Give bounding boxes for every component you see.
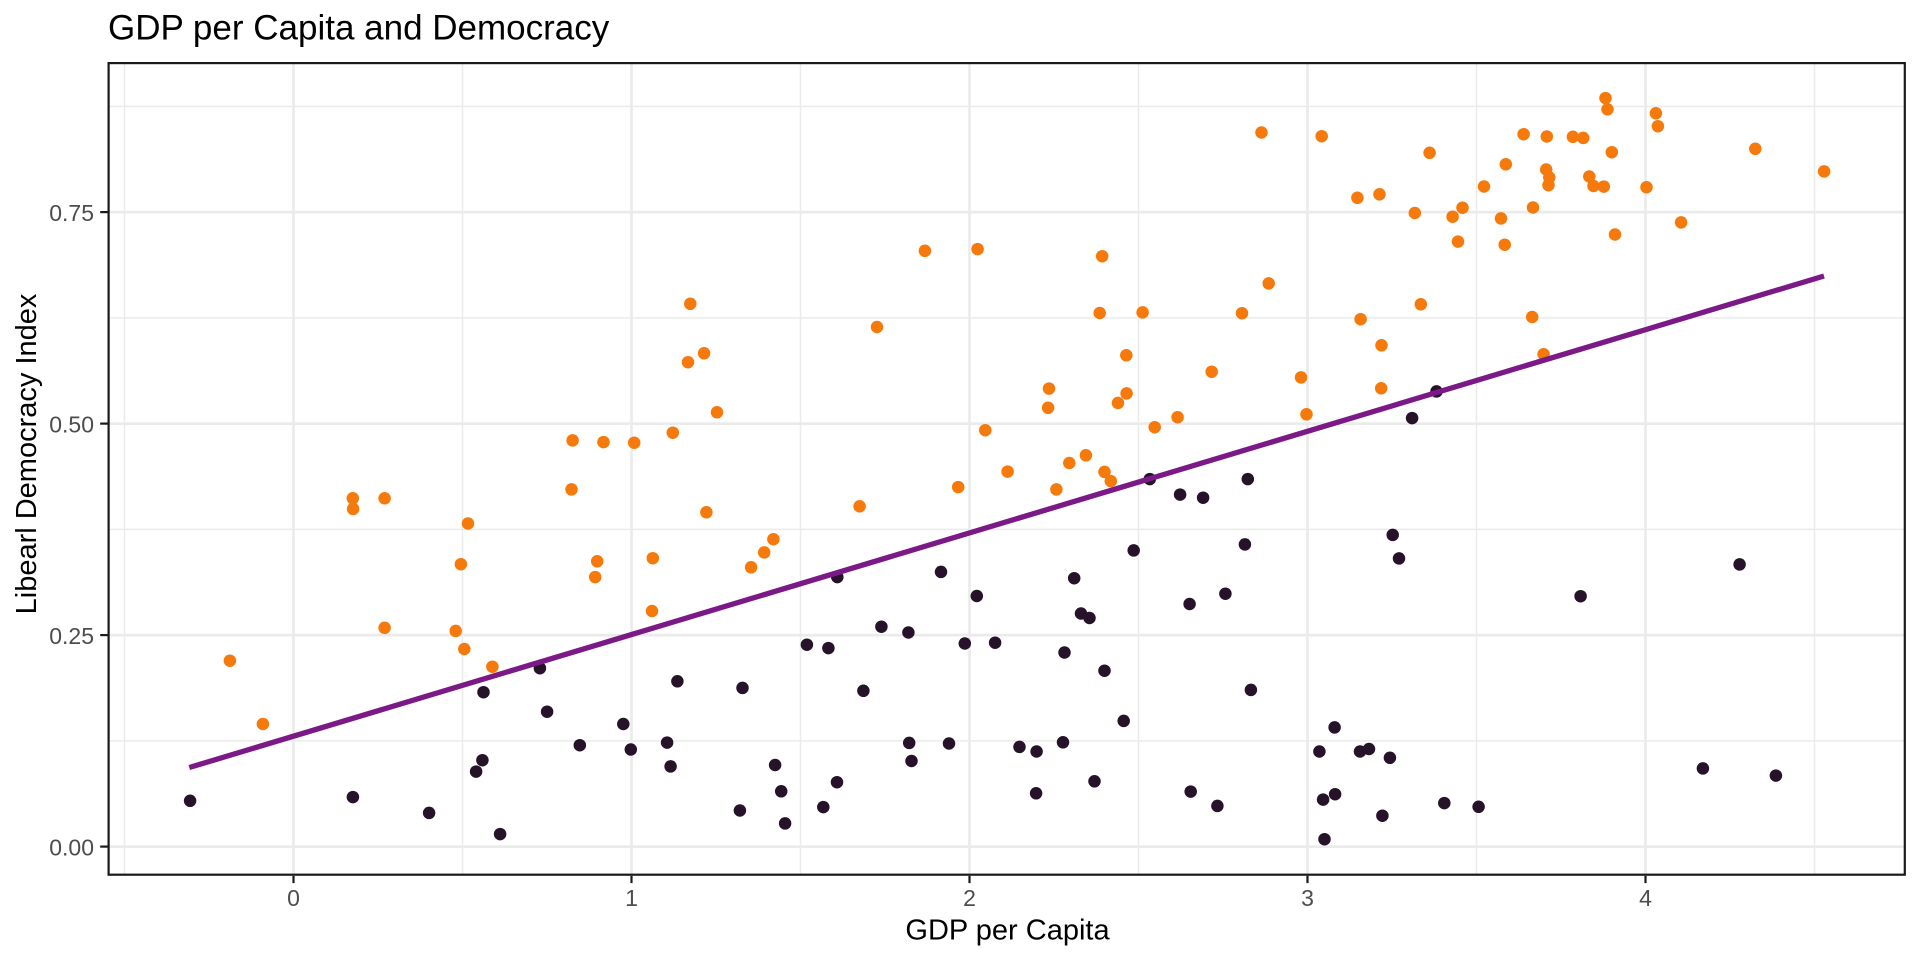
- svg-text:0.00: 0.00: [49, 835, 94, 861]
- svg-text:4: 4: [1639, 885, 1652, 911]
- svg-text:0.75: 0.75: [49, 200, 94, 226]
- svg-text:0: 0: [287, 885, 300, 911]
- svg-text:1: 1: [625, 885, 638, 911]
- svg-text:2: 2: [963, 885, 976, 911]
- svg-text:GDP per Capita and Democracy: GDP per Capita and Democracy: [108, 9, 610, 48]
- svg-text:GDP per Capita: GDP per Capita: [905, 915, 1110, 947]
- svg-text:0.25: 0.25: [49, 623, 94, 649]
- svg-text:0.50: 0.50: [49, 412, 94, 438]
- svg-text:Libearl Democracy Index: Libearl Democracy Index: [11, 293, 43, 614]
- svg-text:3: 3: [1301, 885, 1314, 911]
